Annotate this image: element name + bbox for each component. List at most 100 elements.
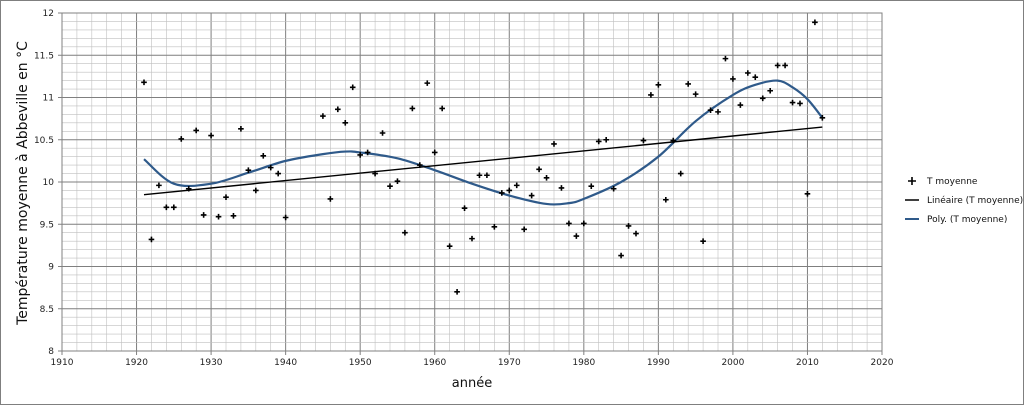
legend-label-points: T moyenne: [926, 177, 978, 187]
data-point: [454, 289, 460, 295]
data-point: [327, 196, 334, 202]
data-point: [543, 174, 550, 181]
data-point: [737, 102, 744, 108]
x-tick-label: 2010: [796, 358, 819, 368]
x-tick-label: 1990: [647, 358, 670, 368]
data-point: [431, 149, 438, 156]
y-tick-label: 12: [43, 9, 54, 19]
data-point: [387, 183, 393, 190]
data-point: [260, 153, 267, 159]
data-point: [700, 238, 706, 244]
data-point: [357, 152, 363, 158]
data-point: [685, 81, 691, 87]
data-point: [618, 252, 624, 259]
data-point: [759, 95, 766, 102]
data-point: [581, 220, 587, 227]
data-point: [267, 164, 274, 171]
x-tick-label: 1920: [125, 358, 148, 368]
data-point: [141, 79, 147, 86]
data-point: [692, 91, 699, 97]
data-point: [193, 127, 199, 134]
data-point: [603, 136, 609, 143]
data-point: [521, 226, 527, 233]
data-point: [819, 114, 826, 121]
data-point: [722, 55, 729, 62]
data-point: [253, 187, 259, 194]
data-point: [536, 166, 542, 173]
data-point: [402, 229, 408, 236]
data-point: [215, 213, 222, 220]
data-point: [484, 172, 490, 179]
data-point: [655, 82, 662, 88]
series-layer: [141, 19, 826, 295]
x-tick-label: 1910: [51, 358, 74, 368]
data-point: [342, 120, 349, 126]
data-point: [774, 62, 781, 69]
x-tick-label: 2020: [871, 358, 894, 368]
data-point: [409, 105, 416, 112]
legend: T moyenne Linéaire (T moyenne) Poly. (T mo…: [905, 177, 1023, 225]
data-point: [506, 187, 513, 194]
data-point: [245, 167, 252, 173]
grid: [61, 12, 883, 352]
x-tick-label: 1960: [423, 358, 446, 368]
data-point: [372, 170, 378, 177]
y-tick-label: 11.5: [34, 51, 54, 61]
data-point: [394, 178, 401, 184]
y-tick-label: 11: [43, 94, 54, 104]
data-point: [320, 113, 326, 119]
data-point: [223, 194, 229, 201]
data-point: [528, 192, 535, 199]
data-point: [156, 182, 162, 189]
data-point: [670, 137, 677, 144]
x-tick-label: 1980: [572, 358, 595, 368]
data-point: [424, 80, 431, 86]
x-tick-label: 1950: [349, 358, 372, 368]
data-point: [551, 141, 557, 147]
data-point: [275, 170, 281, 177]
y-tick-label: 9: [48, 263, 54, 273]
y-axis-label: Température moyenne à Abbeville en °C: [15, 41, 31, 326]
data-point: [730, 76, 736, 82]
data-point: [715, 109, 721, 115]
data-point: [663, 196, 669, 203]
data-point: [789, 99, 796, 106]
data-point: [588, 183, 595, 190]
data-point: [633, 230, 639, 237]
legend-label-poly: Poly. (T moyenne): [927, 215, 1007, 225]
data-point: [439, 105, 445, 112]
data-point: [648, 92, 654, 98]
data-point: [677, 170, 684, 177]
data-point: [476, 172, 483, 179]
y-tick-label: 8.5: [40, 305, 54, 315]
data-point: [558, 185, 565, 191]
poly-trendline: [143, 79, 824, 206]
data-point: [573, 233, 580, 239]
data-point: [461, 205, 468, 211]
data-point: [499, 190, 505, 196]
legend-marker-points: [908, 177, 916, 185]
data-point: [208, 132, 214, 139]
data-point: [200, 212, 207, 218]
data-point: [349, 84, 356, 91]
data-point: [335, 106, 341, 113]
data-point: [282, 214, 289, 221]
data-point: [707, 107, 714, 113]
data-point: [625, 223, 632, 229]
data-point: [238, 125, 244, 132]
data-point: [797, 100, 803, 107]
x-tick-label: 1970: [498, 358, 521, 368]
data-point: [745, 70, 751, 76]
data-point: [752, 74, 759, 81]
data-point: [767, 87, 773, 94]
data-point: [364, 149, 371, 156]
x-tick-label: 1940: [274, 358, 297, 368]
y-tick-label: 8: [48, 347, 54, 357]
data-point: [804, 191, 811, 197]
data-point: [230, 213, 237, 219]
data-point: [446, 243, 453, 250]
data-point: [491, 223, 498, 230]
linear-trendline: [143, 126, 823, 196]
